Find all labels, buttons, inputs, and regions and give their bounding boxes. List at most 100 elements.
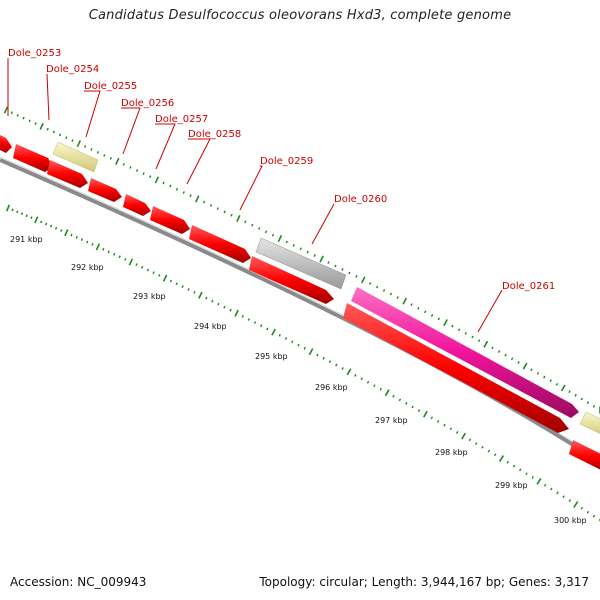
gene-label[interactable]: Dole_0261: [502, 281, 555, 292]
minor-tick: [335, 363, 338, 367]
gene-feature[interactable]: [123, 194, 151, 216]
callout-line: [311, 203, 335, 245]
minor-tick: [530, 368, 533, 372]
minor-tick: [149, 175, 152, 179]
minor-tick: [510, 357, 514, 361]
minor-tick: [519, 468, 522, 472]
minor-tick: [430, 416, 434, 420]
minor-tick: [211, 299, 214, 303]
major-tick: [319, 255, 324, 263]
major-tick: [34, 216, 39, 224]
major-tick: [277, 235, 283, 243]
gene-label[interactable]: Dole_0258: [188, 129, 241, 140]
trna-feature[interactable]: [579, 411, 600, 436]
minor-tick: [299, 247, 302, 251]
trna-feature[interactable]: [52, 141, 99, 173]
gene-feature[interactable]: [0, 133, 12, 153]
minor-tick: [487, 449, 491, 453]
minor-tick: [334, 264, 337, 268]
minor-tick: [285, 240, 289, 244]
minor-tick: [430, 313, 434, 317]
major-tick: [271, 328, 276, 336]
gene-label[interactable]: Dole_0255: [84, 81, 137, 92]
minor-tick: [118, 255, 121, 259]
minor-tick: [396, 296, 399, 299]
minor-tick: [271, 233, 275, 237]
minor-tick: [556, 491, 559, 495]
callout-line: [84, 90, 101, 138]
minor-tick: [28, 119, 31, 123]
minor-tick: [229, 308, 232, 312]
minor-tick: [373, 384, 376, 388]
gene-feature[interactable]: [13, 144, 53, 172]
minor-tick: [555, 382, 559, 386]
minor-tick: [158, 274, 161, 277]
gene-label[interactable]: Dole_0254: [46, 64, 99, 75]
minor-tick: [291, 340, 294, 344]
minor-tick: [49, 224, 53, 228]
minor-tick: [253, 321, 257, 324]
minor-tick: [517, 361, 520, 364]
minor-tick: [135, 169, 139, 172]
gene-feature[interactable]: [150, 206, 190, 234]
minor-tick: [182, 191, 185, 194]
gene-label[interactable]: Dole_0260: [334, 194, 387, 205]
minor-tick: [506, 460, 509, 464]
major-tick: [3, 106, 9, 114]
minor-tick: [592, 404, 596, 408]
minor-tick: [86, 240, 89, 244]
major-tick: [39, 122, 44, 130]
gene-feature[interactable]: [343, 303, 569, 433]
minor-tick: [379, 387, 383, 391]
minor-tick: [417, 306, 420, 310]
minor-tick: [80, 238, 84, 242]
gene-label[interactable]: Dole_0257: [155, 114, 208, 125]
minor-tick: [355, 274, 358, 278]
callout-line: [239, 165, 263, 211]
minor-tick: [382, 289, 386, 292]
minor-tick: [328, 360, 332, 364]
minor-tick: [592, 514, 596, 518]
gene-feature[interactable]: [249, 256, 334, 304]
minor-tick: [264, 230, 268, 234]
rna-feature[interactable]: [255, 237, 347, 290]
major-tick: [308, 348, 314, 356]
minor-tick: [536, 371, 540, 375]
minor-tick: [562, 495, 565, 499]
gene-label[interactable]: Dole_0256: [121, 98, 174, 109]
gene-feature[interactable]: [88, 178, 122, 202]
gene-callouts: [7, 58, 503, 333]
minor-tick: [217, 302, 220, 306]
minor-tick: [497, 350, 501, 353]
minor-tick: [146, 268, 150, 272]
major-tick: [536, 477, 542, 485]
minor-tick: [341, 268, 344, 271]
highlighted-gene-feature[interactable]: [351, 287, 579, 418]
gene-feature[interactable]: [189, 225, 251, 263]
major-tick: [346, 368, 352, 376]
minor-tick: [327, 261, 330, 264]
major-tick: [236, 214, 241, 222]
minor-tick: [216, 207, 219, 210]
minor-tick: [223, 305, 226, 309]
minor-tick: [230, 213, 233, 217]
major-tick: [423, 410, 428, 418]
callout-line: [46, 73, 50, 121]
minor-tick: [455, 431, 459, 434]
gene-label[interactable]: Dole_0253: [8, 48, 61, 59]
minor-tick: [113, 252, 116, 256]
minor-tick: [550, 487, 553, 491]
minor-tick: [71, 139, 74, 142]
minor-tick: [531, 476, 534, 479]
minor-tick: [25, 214, 28, 218]
gene-label[interactable]: Dole_0259: [260, 156, 313, 167]
minor-tick: [90, 148, 93, 151]
kbp-label: 293 kbp: [133, 292, 166, 301]
minor-tick: [16, 114, 19, 117]
gene-feature[interactable]: [47, 160, 88, 188]
minor-tick: [223, 210, 226, 214]
gene-feature[interactable]: [569, 440, 600, 472]
minor-tick: [140, 265, 144, 269]
minor-tick: [568, 499, 571, 502]
